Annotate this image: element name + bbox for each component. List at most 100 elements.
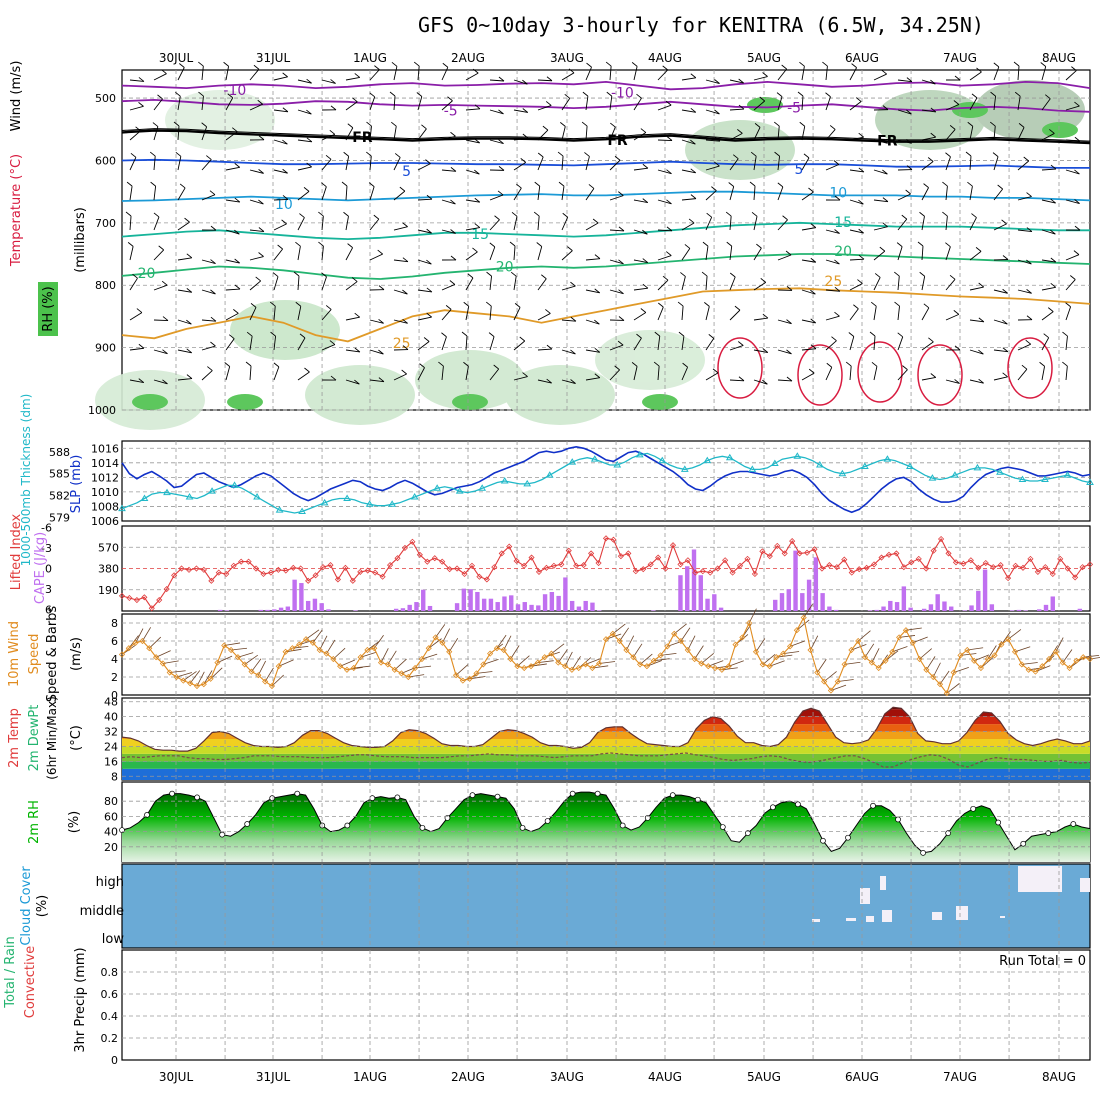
wind-barb-flag xyxy=(255,276,261,282)
wind-barb xyxy=(537,105,552,111)
contour-label-0: -10 xyxy=(223,83,246,99)
wind-barb xyxy=(489,336,495,351)
rh-high-blob-0 xyxy=(132,394,168,410)
wind-barb xyxy=(489,306,492,321)
lifted-index-marker xyxy=(558,561,565,568)
wind-barb-flag xyxy=(845,361,852,367)
wind-barb xyxy=(585,188,595,201)
wind-barb-flag xyxy=(729,272,736,278)
thickness-marker xyxy=(1086,478,1094,485)
wind-barb xyxy=(201,259,216,264)
lifted-index-marker xyxy=(729,569,736,576)
wind-barb-flag xyxy=(631,62,638,67)
wind-barb xyxy=(273,109,288,113)
isotherm-FR-double xyxy=(121,128,1091,142)
lifted-index-marker xyxy=(856,566,863,573)
wind10m-marker xyxy=(630,654,637,661)
wind10m-marker xyxy=(337,663,344,670)
wind-barb-flag xyxy=(207,366,213,371)
wind-barb-flag xyxy=(135,126,141,132)
wind-barb xyxy=(513,376,528,381)
x-tick-label-bottom-8AUG: 8AUG xyxy=(1042,1070,1076,1084)
wind-barb-flag xyxy=(822,61,828,67)
lifted-index-marker xyxy=(744,555,751,562)
wind-barb-flag xyxy=(306,162,312,168)
wind10m-barb xyxy=(646,660,662,667)
wind-barb-flag xyxy=(138,378,145,383)
wind-barb-flag xyxy=(399,186,406,192)
wind10m-barb xyxy=(585,658,601,665)
wind-barb-flag xyxy=(488,332,495,337)
rh-tick-20: 20 xyxy=(104,841,118,854)
wind-barb xyxy=(417,289,432,293)
rh-marker xyxy=(895,816,901,823)
wind-barb xyxy=(897,246,903,261)
wind10m-marker xyxy=(732,641,739,648)
lifted-index-marker xyxy=(841,556,848,563)
wind-barb xyxy=(849,67,857,81)
cape-bar xyxy=(705,598,710,611)
li-tick--3: -3 xyxy=(41,542,52,555)
wind10m-marker xyxy=(589,664,596,672)
wind-barb xyxy=(345,127,354,141)
wind-barb xyxy=(225,229,240,235)
cape-bar xyxy=(1050,596,1055,611)
wind-barb xyxy=(825,164,840,171)
wind-barb-flag xyxy=(1002,319,1008,325)
wind-barb xyxy=(297,166,312,171)
wind-barb-flag xyxy=(858,199,864,205)
cape-bar xyxy=(326,609,331,611)
cloud-white-patch-1 xyxy=(880,876,886,890)
wind-barb xyxy=(825,66,828,81)
wind-barb xyxy=(513,137,528,141)
wind-barb-flag xyxy=(445,305,452,310)
wind-barb-flag xyxy=(882,105,889,110)
wind10m-barb xyxy=(755,638,766,653)
lifted-index-marker xyxy=(431,555,438,562)
wind-barb xyxy=(369,319,384,324)
wind10m-barb xyxy=(830,684,847,691)
wind-barb-flag xyxy=(546,344,553,350)
wind-barb-flag xyxy=(541,274,547,280)
wind-barb xyxy=(609,369,620,381)
wind-barb-flag xyxy=(1026,289,1032,294)
lifted-index-marker xyxy=(960,560,967,567)
rh-marker xyxy=(419,824,426,831)
li-tick-3: 3 xyxy=(45,583,52,596)
wind-barb-flag xyxy=(965,151,972,157)
wind-barb xyxy=(249,68,260,81)
lifted-index-marker xyxy=(550,562,557,569)
wind-barb-flag xyxy=(640,128,647,133)
lifted-index-marker xyxy=(789,538,796,545)
wind-barb xyxy=(129,379,144,384)
temp-band-20 xyxy=(122,746,1090,754)
wind10m-barb xyxy=(339,659,356,667)
isotherm-10 xyxy=(121,190,1091,202)
wind10m-marker xyxy=(262,678,269,685)
lifted-index-marker xyxy=(982,559,989,567)
wind-barb-flag xyxy=(762,379,768,385)
wind-barb-flag xyxy=(343,151,349,157)
wind-barb xyxy=(753,379,768,385)
wind-barb-flag xyxy=(558,181,565,187)
rh-marker xyxy=(845,834,851,841)
wind10m-marker xyxy=(166,669,173,676)
wind-barb-flag xyxy=(797,91,804,97)
lifted-index-marker xyxy=(118,592,126,599)
temp-tick-40: 40 xyxy=(104,711,118,724)
wind10m-marker xyxy=(930,673,937,681)
wind10m-marker xyxy=(480,661,487,668)
lifted-index-marker xyxy=(997,562,1004,569)
temp-band-16 xyxy=(122,753,1090,762)
wind-barb-flag xyxy=(714,109,720,115)
lifted-index-marker xyxy=(595,559,602,567)
cloud-frame xyxy=(121,863,1091,949)
wind-barb xyxy=(681,169,696,174)
wind-barb-flag xyxy=(391,61,398,67)
wind-barb xyxy=(561,319,576,322)
wind-barb-flag xyxy=(917,241,924,247)
wind-barb-flag xyxy=(618,191,624,196)
wind-barb xyxy=(465,336,468,351)
wind-barb xyxy=(297,306,302,321)
wind10m-barb xyxy=(326,639,336,654)
